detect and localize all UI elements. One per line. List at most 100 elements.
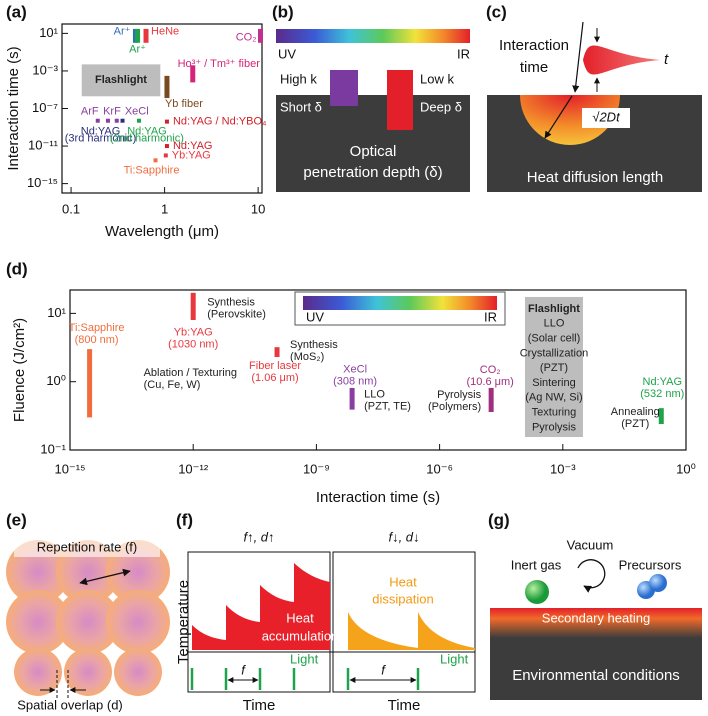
y-tick-label: 10⁻⁷ [32,100,58,115]
panel-label: (g) [488,510,510,529]
panel-e-text: Repetition rate (f) Spatial overlap (d) [14,539,160,712]
item-label: (1030 nm) [168,338,218,350]
range-mark [153,158,158,163]
item-label: XeCl [125,106,149,118]
item-note: (Perovskite) [207,308,266,320]
x-axis-label: Time [243,697,276,714]
formula-box [582,108,630,128]
spot [14,648,62,696]
spatial-overlap: Spatial overlap (d) [17,697,123,712]
item-label: (1.06 μm) [251,372,298,384]
item-note: (PZT, TE) [364,401,411,413]
spot [64,648,112,696]
item-label: Nd:YAG [643,376,683,388]
inert-gas: Inert gas [511,557,562,572]
panel-label: (a) [6,2,27,21]
range-mark [114,118,119,123]
panel-c: Interaction time t √2Dt Heat diffusion l… [487,21,702,192]
item-label: Nd:YAG / Nd:YBO₄ [173,116,267,128]
range-mark [164,144,169,149]
range-mark [164,75,170,99]
range-mark [349,387,355,410]
x-tick-label: 10⁻¹⁵ [54,461,85,476]
item-note: (MoS₂) [290,351,324,363]
item-label: Crystallization [520,347,588,359]
panel-label: (f) [176,510,193,529]
color-bar [303,296,497,310]
high-k: High k [280,71,317,86]
low-k: Low k [420,71,454,86]
x-tick-label: 0.1 [62,201,80,216]
title-right: f↓, d↓ [388,529,419,544]
heat-label: dissipation [372,591,433,606]
range-mark [81,64,161,97]
arrow [79,568,131,586]
item-label: CO₂ [236,32,257,44]
item-label: (Ag NW, Si) [525,392,582,404]
spot [114,648,162,696]
colorbar-d: UV IR [294,291,506,326]
item-label: Nd:YAG [127,126,167,138]
item-label: (PZT) [540,362,568,374]
item-note: Synthesis [207,296,255,308]
item-label: Ar⁺ [129,44,146,56]
interaction-label: Interaction [499,37,569,54]
gas-sphere [525,580,549,604]
x-axis-label: Interaction time (s) [316,489,440,506]
item-label: XeCl [343,364,367,376]
color-bar [276,29,470,43]
x-tick-label: 1 [161,201,168,216]
x-tick-label: 10⁻³ [550,461,576,476]
range-mark [143,28,149,43]
item-label: Flashlight [528,303,580,315]
item-label: (800 nm) [75,334,119,346]
range-mark [274,347,280,357]
item-label: Ti:Sapphire [124,164,180,176]
plot-frame [69,289,687,451]
beam-arrow [572,21,584,93]
caption: Heat diffusion length [527,169,664,186]
x-axis-label: Wavelength (μm) [105,223,219,240]
item-label: LLO [544,318,565,330]
panel-label: (d) [6,259,28,278]
panel-e [6,540,170,696]
item-note: Synthesis [290,339,338,351]
y-tick-label: 10⁻³ [32,62,58,77]
panel-label: (e) [6,510,27,529]
item-label: Flashlight [95,74,147,86]
range-mark [163,153,168,158]
spot [106,590,170,654]
item-label: (2nd harmonic) [110,133,184,145]
formula: √2Dt [592,109,621,124]
item-note: (PZT) [621,418,649,430]
x-tick-label: 10⁻⁹ [303,461,330,476]
range-mark [120,118,125,123]
caption: penetration depth (δ) [303,164,442,181]
caption: Environmental conditions [512,667,680,684]
spot [56,590,120,654]
item-label: CO₂ [480,364,501,376]
short-delta: Short δ [280,99,322,114]
item-note: (Polymers) [428,401,481,413]
light-pulses [190,668,420,690]
range-mark [658,408,664,425]
item-note: LLO [364,389,385,401]
range-mark [164,119,169,124]
uv-label: UV [278,46,296,61]
x-tick-label: 10⁰ [676,461,696,476]
y-tick-label: 10¹ [47,305,66,320]
heating-layer [490,608,702,638]
item-label: Sintering [532,377,575,389]
x-tick-label: 10 [251,201,265,216]
repetition-rate: Repetition rate (f) [37,539,137,554]
item-label: (532 nm) [640,388,684,400]
f-label: f [241,662,246,677]
item-label: Ti:Sapphire [69,322,125,334]
f-label: f [381,662,386,677]
panel-b: UV IR High k Low k Short δ Deep δ Optica… [276,29,470,192]
range-mark [190,65,196,83]
y-tick-label: 10⁻¹ [40,441,66,456]
secondary-heating: Secondary heating [542,610,650,625]
item-label: Yb fiber [165,98,203,110]
